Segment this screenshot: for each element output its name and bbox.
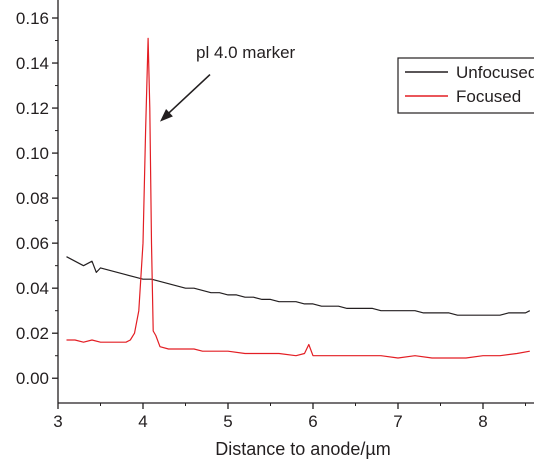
y-tick-label: 0.06: [16, 234, 49, 253]
annotation-arrowhead: [160, 109, 173, 122]
legend-label-unfocused: Unfocused: [456, 63, 534, 82]
x-tick-label: 5: [223, 412, 232, 431]
x-tick-label: 6: [308, 412, 317, 431]
y-tick-label: 0.00: [16, 369, 49, 388]
x-tick-label: 7: [393, 412, 402, 431]
y-tick-label: 0.16: [16, 9, 49, 28]
plot-area: [66, 37, 531, 359]
series-line-focused: [66, 37, 530, 359]
y-tick-label: 0.02: [16, 324, 49, 343]
x-tick-label: 3: [53, 412, 62, 431]
annotation-arrow-line: [164, 73, 211, 118]
legend: Unfocused Focused: [397, 57, 534, 114]
y-tick-label: 0.12: [16, 99, 49, 118]
annotation-label: pl 4.0 marker: [196, 43, 296, 62]
legend-box: [397, 57, 534, 114]
y-tick-label: 0.08: [16, 189, 49, 208]
x-tick-label: 8: [478, 412, 487, 431]
axes: 0.00 0.02 0.04 0.06 0.08 0.10 0.12 0.14 0.16 3 4 5 6…: [16, 0, 534, 431]
series-line-unfocused: [66, 256, 531, 316]
y-tick-label: 0.10: [16, 144, 49, 163]
legend-label-focused: Focused: [456, 87, 521, 106]
annotation: pl 4.0 marker: [160, 43, 296, 122]
y-tick-label: 0.04: [16, 279, 49, 298]
x-tick-label: 4: [138, 412, 147, 431]
x-axis-title: Distance to anode/µm: [215, 439, 390, 459]
y-tick-label: 0.14: [16, 54, 49, 73]
